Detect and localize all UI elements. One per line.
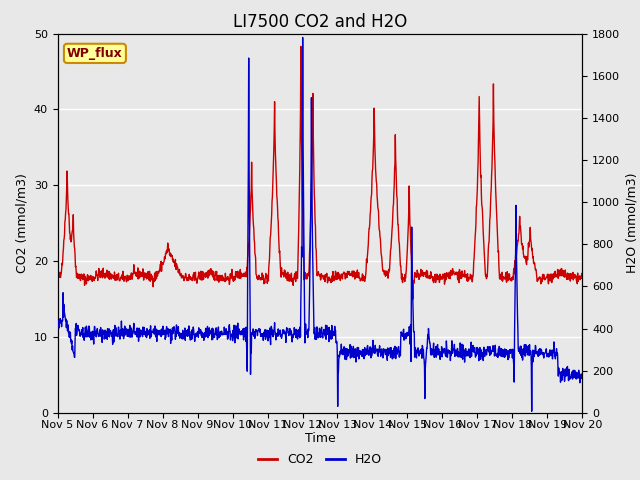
- Text: WP_flux: WP_flux: [67, 47, 123, 60]
- Title: LI7500 CO2 and H2O: LI7500 CO2 and H2O: [233, 12, 407, 31]
- X-axis label: Time: Time: [305, 432, 335, 445]
- Y-axis label: CO2 (mmol/m3): CO2 (mmol/m3): [15, 173, 28, 273]
- Legend: CO2, H2O: CO2, H2O: [253, 448, 387, 471]
- Y-axis label: H2O (mmol/m3): H2O (mmol/m3): [626, 173, 639, 274]
